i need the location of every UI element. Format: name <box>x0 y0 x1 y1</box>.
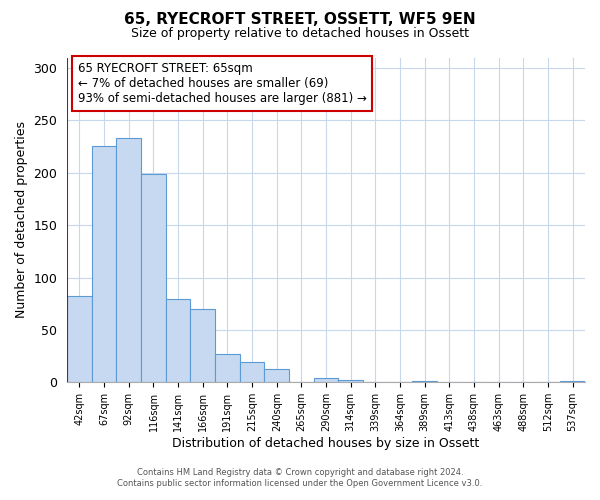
Bar <box>92 146 116 382</box>
Y-axis label: Number of detached properties: Number of detached properties <box>15 122 28 318</box>
X-axis label: Distribution of detached houses by size in Ossett: Distribution of detached houses by size … <box>172 437 480 450</box>
Text: 65 RYECROFT STREET: 65sqm
← 7% of detached houses are smaller (69)
93% of semi-d: 65 RYECROFT STREET: 65sqm ← 7% of detach… <box>77 62 367 106</box>
Bar <box>338 380 363 382</box>
Bar <box>190 309 215 382</box>
Text: Size of property relative to detached houses in Ossett: Size of property relative to detached ho… <box>131 28 469 40</box>
Bar <box>240 362 265 382</box>
Bar <box>141 174 166 382</box>
Bar <box>265 368 289 382</box>
Bar <box>67 296 92 382</box>
Text: Contains HM Land Registry data © Crown copyright and database right 2024.
Contai: Contains HM Land Registry data © Crown c… <box>118 468 482 487</box>
Bar <box>166 298 190 382</box>
Bar <box>314 378 338 382</box>
Text: 65, RYECROFT STREET, OSSETT, WF5 9EN: 65, RYECROFT STREET, OSSETT, WF5 9EN <box>124 12 476 28</box>
Bar <box>215 354 240 382</box>
Bar <box>116 138 141 382</box>
